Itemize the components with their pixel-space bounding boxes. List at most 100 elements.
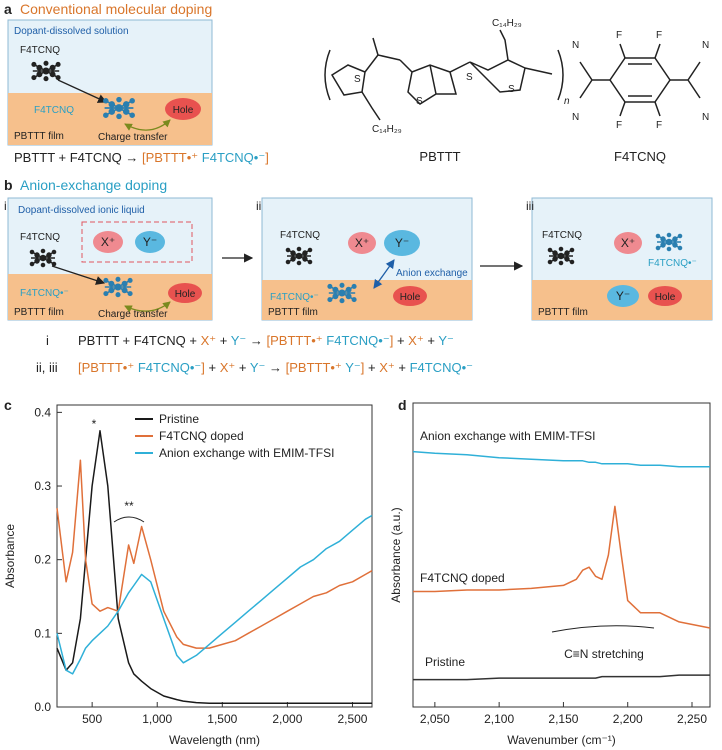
series-label: F4TCNQ doped xyxy=(420,571,505,585)
y-tick-label: 0.0 xyxy=(34,700,51,714)
dopant-molecule xyxy=(103,276,133,298)
f4tcnq-structure xyxy=(579,43,701,117)
x-tick-label: 1,000 xyxy=(142,712,172,726)
alkyl: C₁₄H₂₉ xyxy=(492,18,522,29)
hole xyxy=(393,286,427,306)
equation-term: X⁺ xyxy=(408,333,424,348)
pbttt-structure xyxy=(324,29,564,121)
y-tick-label: 0.4 xyxy=(34,405,51,419)
hole-label: Hole xyxy=(400,292,421,303)
film-label: PBTTT film xyxy=(14,131,64,142)
dopant-label: F4TCNQ xyxy=(280,230,320,241)
structure-name: F4TCNQ xyxy=(614,149,666,164)
x-tick-label: 2,000 xyxy=(272,712,302,726)
annotation: * xyxy=(92,417,97,431)
x-tick-label: 2,500 xyxy=(337,712,367,726)
ionic-liquid-box xyxy=(81,221,193,263)
equation-term: + xyxy=(364,360,379,375)
transfer-label: Charge transfer xyxy=(98,309,168,320)
plot-frame xyxy=(56,404,373,708)
y-tick-label: 0.1 xyxy=(34,626,51,640)
anion-label: Y⁻ xyxy=(143,235,157,249)
exchange-arrow xyxy=(373,259,395,289)
atom: S xyxy=(416,96,423,107)
panel-title: Conventional molecular doping xyxy=(20,1,212,17)
atom: N xyxy=(572,112,579,123)
dopant-label: F4TCNQ xyxy=(20,45,60,56)
panel-letter: d xyxy=(398,397,407,413)
box-title: Dopant-dissolved ionic liquid xyxy=(18,205,145,216)
equation-term: ] xyxy=(265,150,269,165)
atom: N xyxy=(702,40,709,51)
equation-term: Y⁻ xyxy=(438,333,454,348)
annotation: C≡N stretching xyxy=(564,647,644,661)
atom: S xyxy=(508,84,515,95)
cation xyxy=(348,232,376,254)
radical-anion-label: F4TCNQ•⁻ xyxy=(648,258,697,269)
step-numeral: iii xyxy=(526,199,534,213)
equation: [PBTTT•⁺ F4TCNQ•⁻] + X⁺ + Y⁻ → [PBTTT•⁺ … xyxy=(78,360,473,375)
dopant-molecule xyxy=(285,246,313,266)
equation-term: → xyxy=(265,360,285,375)
equation-term: + xyxy=(395,360,410,375)
annotation: ** xyxy=(124,499,134,513)
legend-label: Anion exchange with EMIM-TFSI xyxy=(159,446,334,460)
transfer-arrow xyxy=(124,301,171,313)
dopant-molecule xyxy=(547,246,575,266)
step-numeral: i xyxy=(4,199,7,213)
atom: F xyxy=(616,30,622,41)
equation: PBTTT + F4TCNQ → [PBTTT•⁺ F4TCNQ•⁻] xyxy=(14,150,269,165)
atom: N xyxy=(702,112,709,123)
equation-term: ] xyxy=(201,360,205,375)
hole xyxy=(648,286,682,306)
dopant-label: F4TCNQ xyxy=(34,105,74,116)
series-label: Anion exchange with EMIM-TFSI xyxy=(420,429,595,443)
dopant-molecule xyxy=(655,232,683,252)
film xyxy=(262,280,472,320)
equation-term: + xyxy=(235,360,250,375)
equation-term: F4TCNQ•⁻ xyxy=(138,360,201,375)
radical-anion-label: F4TCNQ•⁻ xyxy=(20,288,69,299)
equation-term: X⁺ xyxy=(220,360,236,375)
series-line xyxy=(413,674,710,681)
x-tick-label: 2,100 xyxy=(484,712,514,726)
hole-label: Hole xyxy=(173,105,194,116)
exchange-label: Anion exchange xyxy=(396,268,468,279)
dopant-label: F4TCNQ xyxy=(20,232,60,243)
y-tick-label: 0.2 xyxy=(34,553,51,567)
anion xyxy=(384,230,420,256)
equation-term: PBTTT + F4TCNQ → xyxy=(14,150,142,165)
anion-label: Y⁻ xyxy=(616,289,630,303)
cation-label: X⁺ xyxy=(621,236,635,250)
atom: F xyxy=(656,30,662,41)
equation-term: + xyxy=(205,360,220,375)
atom: S xyxy=(466,72,473,83)
hole xyxy=(168,283,202,303)
structure-name: PBTTT xyxy=(419,149,460,164)
panel-letter: b xyxy=(4,177,13,193)
cation xyxy=(614,232,642,254)
legend-label: F4TCNQ doped xyxy=(159,429,244,443)
atom: F xyxy=(616,120,622,131)
x-tick-label: 500 xyxy=(82,712,102,726)
equation-term: X⁺ xyxy=(379,360,395,375)
alkyl: C₁₄H₂₉ xyxy=(372,124,402,135)
equation-term: + xyxy=(393,333,408,348)
x-tick-label: 2,200 xyxy=(613,712,643,726)
equation-term: F4TCNQ•⁻ xyxy=(326,333,389,348)
equation-term: X⁺ xyxy=(201,333,217,348)
equation-term: [PBTTT•⁺ xyxy=(286,360,346,375)
x-tick-label: 2,050 xyxy=(420,712,450,726)
y-axis-label: Absorbance xyxy=(3,524,17,588)
anion-label: Y⁻ xyxy=(395,236,409,250)
arrow xyxy=(57,79,108,103)
series-line xyxy=(56,430,372,705)
bracket xyxy=(113,516,145,523)
film-label: PBTTT film xyxy=(538,307,588,318)
dopant-molecule xyxy=(31,60,61,82)
cation-label: X⁺ xyxy=(101,235,115,249)
equation-term: F4TCNQ•⁻ xyxy=(410,360,473,375)
bracket xyxy=(551,625,655,633)
equation-term: + xyxy=(216,333,231,348)
hole-label: Hole xyxy=(655,292,676,303)
